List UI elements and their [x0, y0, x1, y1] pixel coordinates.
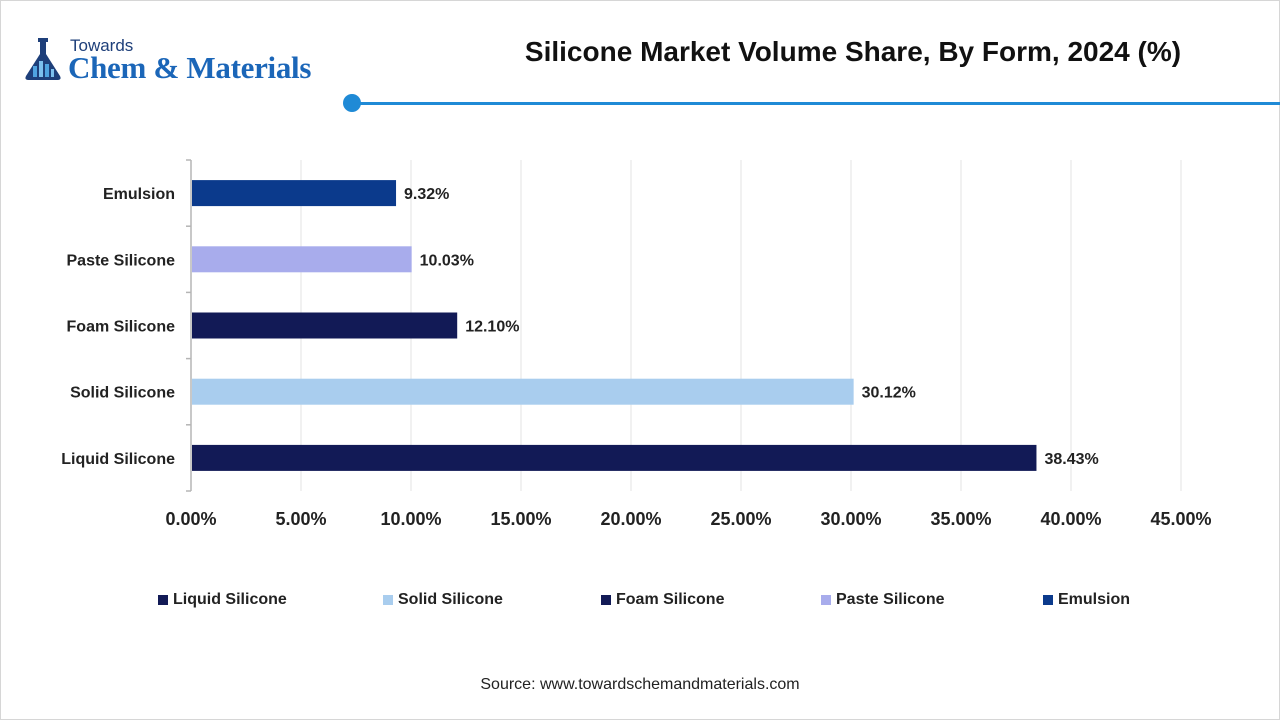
category-label: Paste Silicone — [67, 252, 176, 269]
legend-label: Solid Silicone — [398, 591, 503, 608]
title-underline-dot — [343, 94, 361, 112]
x-tick-label: 20.00% — [600, 509, 661, 529]
legend-swatch — [1043, 595, 1053, 605]
x-tick-label: 15.00% — [490, 509, 551, 529]
legend-swatch — [158, 595, 168, 605]
x-tick-label: 5.00% — [275, 509, 326, 529]
flask-icon — [25, 38, 61, 80]
x-tick-label: 40.00% — [1040, 509, 1101, 529]
value-label: 12.10% — [465, 319, 519, 336]
chart-legend: Liquid Silicone Solid Silicone Foam Silico… — [0, 591, 1280, 613]
category-label: Solid Silicone — [70, 385, 175, 402]
bar — [192, 180, 397, 207]
logo-top-text: Towards — [70, 36, 134, 55]
legend-label: Paste Silicone — [836, 591, 945, 608]
legend-item: Emulsion — [1043, 591, 1130, 609]
value-label: 9.32% — [404, 186, 449, 203]
logo-main-text: Chem & Materials — [68, 50, 312, 85]
bar — [192, 312, 458, 339]
x-tick-label: 35.00% — [930, 509, 991, 529]
brand-logo: Towards Chem & Materials — [22, 36, 342, 86]
x-tick-label: 45.00% — [1150, 509, 1211, 529]
legend-label: Foam Silicone — [616, 591, 725, 608]
category-label: Emulsion — [103, 186, 175, 203]
legend-label: Liquid Silicone — [173, 591, 287, 608]
value-label: 10.03% — [420, 252, 474, 269]
legend-item: Liquid Silicone — [158, 591, 287, 609]
chart-title: Silicone Market Volume Share, By Form, 2… — [524, 36, 1182, 67]
x-tick-label: 25.00% — [710, 509, 771, 529]
legend-label: Emulsion — [1058, 591, 1131, 608]
x-tick-label: 10.00% — [380, 509, 441, 529]
title-underline — [352, 102, 1280, 105]
bar — [192, 378, 854, 405]
category-label: Liquid Silicone — [61, 451, 175, 468]
category-label: Foam Silicone — [67, 319, 176, 336]
legend-item: Foam Silicone — [601, 591, 724, 609]
legend-swatch — [601, 595, 611, 605]
bar — [192, 246, 412, 273]
bar — [192, 444, 1037, 471]
source-note: Source: www.towardschemandmaterials.com — [480, 676, 800, 693]
legend-swatch — [821, 595, 831, 605]
x-tick-label: 30.00% — [820, 509, 881, 529]
legend-item: Solid Silicone — [383, 591, 503, 609]
legend-swatch — [383, 595, 393, 605]
value-label: 30.12% — [862, 385, 916, 402]
x-tick-label: 0.00% — [165, 509, 216, 529]
legend-item: Paste Silicone — [821, 591, 945, 609]
value-label: 38.43% — [1044, 451, 1098, 468]
